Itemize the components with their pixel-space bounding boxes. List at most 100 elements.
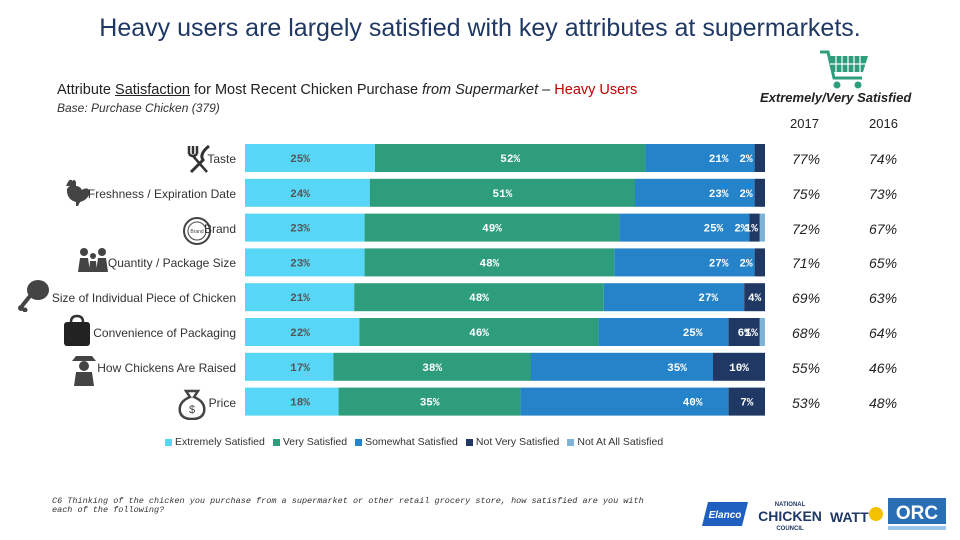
extremely-very-2017: 53% bbox=[792, 394, 821, 411]
data-label: 23% bbox=[709, 189, 729, 201]
extremely-very-2017: 68% bbox=[792, 325, 821, 341]
elanco-logo: Elanco bbox=[702, 502, 748, 526]
legend-item: Not Very Satisfied bbox=[465, 436, 560, 448]
bar-segment bbox=[728, 318, 760, 346]
data-label: 17% bbox=[290, 363, 310, 375]
year-header-2017: 2017 bbox=[790, 116, 819, 131]
bar-segment bbox=[245, 352, 334, 381]
bar-segment bbox=[713, 352, 765, 381]
data-label: 35% bbox=[667, 363, 687, 375]
legend-label: Extremely Satisfied bbox=[175, 436, 265, 448]
extremely-very-header: Extremely/Very Satisfied bbox=[760, 90, 912, 105]
bar-segment bbox=[759, 213, 765, 242]
subtitle-italic: from Supermarket bbox=[422, 82, 539, 98]
svg-text:CHICKEN: CHICKEN bbox=[758, 508, 822, 524]
brand-seal-icon: Brand bbox=[183, 217, 211, 245]
data-label: 38% bbox=[422, 363, 442, 375]
data-label: 27% bbox=[698, 293, 718, 305]
bar-segment bbox=[369, 178, 635, 207]
data-label: 25% bbox=[683, 328, 703, 340]
subtitle-part3: – bbox=[538, 82, 555, 98]
subtitle-part1: Attribute bbox=[57, 82, 116, 98]
svg-text:Brand: Brand bbox=[190, 229, 204, 235]
legend-label: Not At All Satisfied bbox=[577, 436, 664, 448]
extremely-very-2017: 72% bbox=[792, 220, 821, 237]
data-label: 22% bbox=[290, 328, 310, 340]
row-label: Quantity / Package Size bbox=[107, 256, 236, 271]
chart-legend: Extremely Satisfied Very Satisfied Somew… bbox=[165, 436, 663, 448]
family-icon bbox=[78, 248, 108, 272]
rooster-icon bbox=[66, 179, 90, 206]
bar-segment bbox=[614, 248, 755, 277]
row-label: Brand bbox=[203, 221, 236, 236]
data-label: 48% bbox=[479, 258, 499, 270]
data-label: 2% bbox=[739, 258, 753, 270]
row-label: Taste bbox=[207, 152, 236, 166]
bar-segment bbox=[354, 283, 604, 312]
bar-segment bbox=[635, 178, 755, 207]
year-header-2016: 2016 bbox=[869, 116, 898, 131]
extremely-very-2016: 73% bbox=[869, 185, 898, 202]
extremely-very-2017: 71% bbox=[792, 255, 821, 272]
bar-segment bbox=[364, 248, 615, 277]
package-icon bbox=[64, 314, 90, 346]
bar-segment bbox=[338, 387, 521, 416]
extremely-very-2016: 46% bbox=[869, 359, 898, 376]
bar-segment bbox=[520, 387, 729, 416]
knife-fork-icon bbox=[187, 144, 210, 174]
extremely-very-2016: 74% bbox=[869, 151, 898, 167]
page-title: Heavy users are largely satisfied with k… bbox=[99, 14, 861, 42]
data-label: 23% bbox=[290, 258, 310, 270]
chart-subtitle: Attribute Satisfaction for Most Recent C… bbox=[57, 82, 637, 98]
svg-text:COUNCIL: COUNCIL bbox=[776, 526, 804, 532]
data-label: 2% bbox=[739, 154, 753, 166]
data-label: 23% bbox=[290, 224, 310, 236]
extremely-very-2017: 55% bbox=[792, 359, 821, 376]
row-label: Size of Individual Piece of Chicken bbox=[51, 291, 236, 306]
row-label: Convenience of Packaging bbox=[93, 326, 236, 340]
footnote: C6 Thinking of the chicken you purchase … bbox=[52, 496, 644, 516]
bar-segment bbox=[245, 248, 365, 277]
data-label: 35% bbox=[420, 398, 440, 410]
legend-item: Very Satisfied bbox=[272, 436, 347, 448]
extremely-very-2016: 65% bbox=[869, 255, 898, 272]
row-label: Price bbox=[208, 395, 236, 410]
data-label: 21% bbox=[709, 154, 729, 166]
data-label: 10% bbox=[729, 363, 749, 375]
bar-segment bbox=[603, 283, 745, 312]
bar-segment bbox=[245, 213, 365, 242]
bar-segment bbox=[359, 318, 599, 346]
subtitle-part2: for Most Recent Chicken Purchase bbox=[190, 82, 423, 98]
bar-segment bbox=[598, 318, 729, 346]
bar-segment bbox=[245, 318, 360, 346]
svg-text:$: $ bbox=[189, 404, 195, 416]
data-label: 25% bbox=[290, 154, 310, 166]
data-label: 2% bbox=[734, 224, 748, 236]
bar-segment bbox=[744, 283, 765, 312]
data-label: 52% bbox=[500, 154, 520, 166]
extremely-very-2017: 75% bbox=[792, 185, 821, 202]
row-label: Freshness / Expiration Date bbox=[87, 186, 236, 201]
extremely-very-2017: 69% bbox=[792, 290, 821, 307]
national-chicken-council-logo: NATIONAL CHICKEN COUNCIL bbox=[758, 502, 822, 532]
data-label: 21% bbox=[290, 293, 310, 305]
bar-segment bbox=[375, 144, 646, 172]
legend-item: Somewhat Satisfied bbox=[355, 436, 458, 448]
data-label: 18% bbox=[290, 398, 310, 410]
extremely-very-2016: 67% bbox=[869, 220, 898, 237]
bar-segment bbox=[754, 144, 765, 172]
data-label: 49% bbox=[482, 224, 502, 236]
bar-segment bbox=[619, 213, 750, 242]
data-label: 1% bbox=[745, 328, 759, 340]
drumstick-icon bbox=[18, 280, 49, 312]
legend-label: Not Very Satisfied bbox=[475, 436, 560, 448]
bar-segment bbox=[245, 387, 339, 416]
svg-text:Elanco: Elanco bbox=[709, 510, 742, 521]
extremely-very-2016: 63% bbox=[869, 290, 898, 307]
bar-segment bbox=[645, 144, 755, 172]
bar-segment bbox=[364, 213, 620, 242]
subtitle-highlight: Heavy Users bbox=[554, 82, 638, 98]
legend-item: Not At All Satisfied bbox=[567, 436, 663, 448]
data-label: 24% bbox=[290, 189, 310, 201]
